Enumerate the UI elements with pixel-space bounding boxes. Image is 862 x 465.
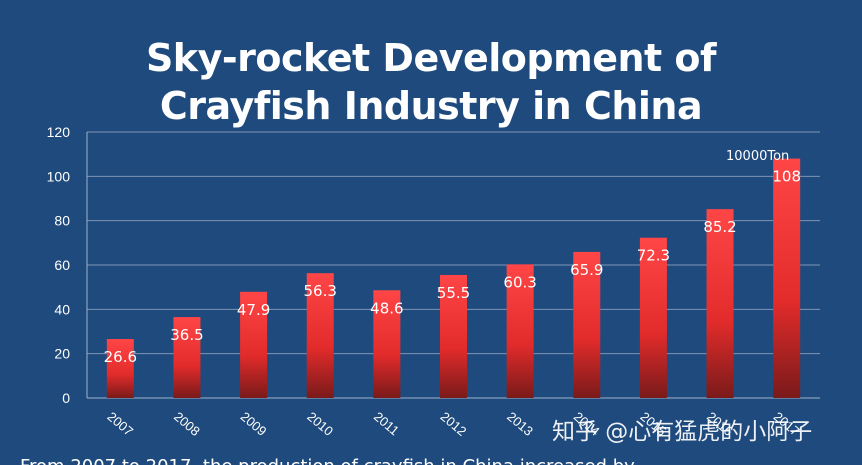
- y-tick-label: 80: [54, 213, 70, 229]
- footer-text: From 2007 to 2017, the production of cra…: [20, 456, 649, 465]
- data-label: 47.9: [237, 301, 270, 319]
- bar: [373, 290, 401, 398]
- data-label: 55.5: [437, 284, 470, 302]
- data-label: 26.6: [104, 348, 137, 366]
- data-label: 108: [772, 168, 801, 186]
- bar: [306, 273, 334, 398]
- data-labels: 26.6 36.5 47.9 56.3 48.6 55.5 60.3 65.9 72.3 85.2…: [104, 168, 801, 366]
- y-tick-label: 60: [54, 257, 70, 273]
- bar: [440, 274, 467, 398]
- x-tick-label: 2010: [304, 409, 336, 439]
- data-label: 85.2: [703, 218, 736, 236]
- x-tick-label: 2008: [171, 409, 203, 439]
- watermark-text: 知乎 @心有猛虎的小阿子: [552, 419, 812, 445]
- x-tick-label: 2013: [504, 409, 536, 439]
- y-tick-label: 100: [47, 168, 71, 184]
- bar: [173, 317, 201, 398]
- data-label: 56.3: [304, 282, 337, 300]
- chart-title-line-1: Sky-rocket Development of: [145, 36, 717, 80]
- data-label: 65.9: [570, 261, 603, 279]
- x-tick-label: 2012: [438, 409, 470, 439]
- bar: [106, 339, 134, 398]
- x-tick-label: 2009: [238, 409, 270, 439]
- y-tick-label: 20: [54, 346, 70, 362]
- bar: [706, 209, 734, 398]
- x-tick-label: 2011: [371, 409, 402, 438]
- bar: [573, 251, 601, 398]
- y-tick-label: 40: [54, 301, 70, 317]
- bars: [106, 158, 801, 398]
- y-tick-label: 0: [62, 390, 70, 406]
- bar: [773, 158, 801, 398]
- bar: [240, 291, 268, 398]
- y-axis-ticks: 0 20 40 60 80 100 120: [47, 124, 71, 406]
- data-label: 48.6: [370, 299, 403, 317]
- chart-title-line-2: Crayfish Industry in China: [159, 84, 703, 128]
- y-tick-label: 120: [47, 124, 71, 140]
- unit-label: 10000Ton: [726, 149, 789, 164]
- bar: [506, 264, 534, 398]
- data-label: 72.3: [637, 247, 670, 265]
- x-tick-label: 2007: [104, 409, 136, 439]
- data-label: 60.3: [503, 273, 536, 291]
- bar: [639, 237, 667, 398]
- data-label: 36.5: [170, 326, 203, 344]
